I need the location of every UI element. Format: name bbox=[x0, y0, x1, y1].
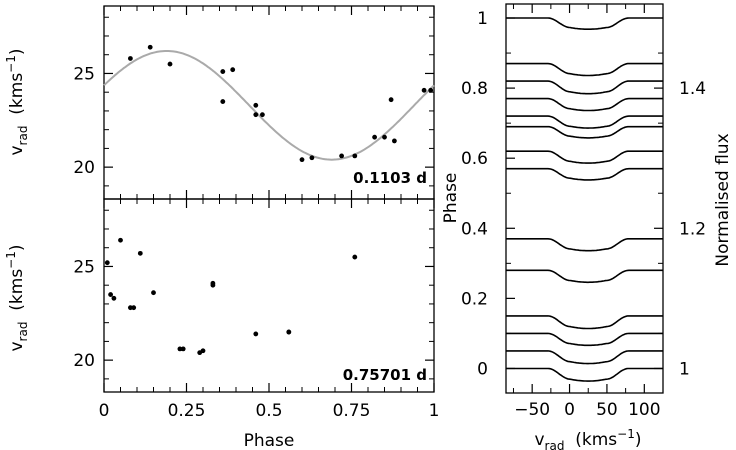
data-point bbox=[388, 97, 394, 103]
line-profile-panel: −50 0 50 100 0 0.2 0.4 0.6 0.8 1 1 1.2 1.4 Phase Nor… bbox=[441, 3, 733, 450]
data-point bbox=[220, 99, 226, 104]
data-point bbox=[104, 260, 110, 266]
period-label: 0.1103 d bbox=[353, 169, 427, 187]
data-point bbox=[339, 153, 344, 159]
x-axis-label: Phase bbox=[244, 431, 295, 450]
data-point bbox=[131, 305, 137, 311]
y-tick-label: 25 bbox=[73, 64, 95, 84]
y-tick-label: 20 bbox=[73, 351, 95, 371]
x-tick-label: 0.25 bbox=[168, 401, 206, 421]
line-profile bbox=[506, 125, 663, 139]
flux-tick-label: 1.4 bbox=[679, 79, 706, 99]
line-profile bbox=[506, 315, 663, 330]
line-profile bbox=[506, 115, 663, 129]
phase-tick-label: 0 bbox=[477, 359, 488, 379]
y-tick-label: 25 bbox=[73, 257, 95, 277]
data-point bbox=[177, 346, 183, 352]
data-point bbox=[260, 112, 265, 118]
data-point bbox=[230, 67, 236, 73]
data-point bbox=[127, 305, 133, 311]
data-point bbox=[220, 69, 226, 74]
x-tick-label: 0 bbox=[564, 400, 575, 420]
x-tick-label: 0 bbox=[99, 401, 110, 421]
data-point bbox=[299, 157, 305, 163]
data-point bbox=[352, 153, 358, 159]
data-point bbox=[372, 134, 377, 140]
line-profile bbox=[506, 17, 663, 30]
data-point bbox=[127, 56, 133, 61]
data-point bbox=[392, 138, 397, 144]
line-profile bbox=[506, 62, 663, 77]
rv-panel-long-period: 20 25 0 0.25 0.5 0.75 1 0.75701 d Phase vrad (… bbox=[4, 198, 440, 450]
line-profile bbox=[506, 167, 663, 181]
x-tick-label: 0.5 bbox=[255, 401, 282, 421]
x-tick-label: 100 bbox=[628, 400, 660, 420]
line-profile bbox=[506, 367, 663, 382]
data-point bbox=[118, 237, 123, 243]
left-axis-label: Phase bbox=[441, 173, 461, 224]
data-point bbox=[352, 254, 358, 260]
line-profile bbox=[506, 269, 663, 284]
data-point bbox=[253, 102, 259, 108]
line-profile bbox=[506, 238, 663, 252]
data-point bbox=[180, 346, 186, 352]
data-point bbox=[253, 112, 259, 118]
data-point bbox=[151, 290, 156, 296]
flux-tick-label: 1 bbox=[679, 359, 690, 379]
data-point bbox=[111, 295, 117, 301]
phase-tick-label: 0.2 bbox=[461, 289, 488, 309]
x-tick-label: 0.75 bbox=[333, 401, 371, 421]
line-profile bbox=[506, 97, 663, 112]
data-point bbox=[167, 61, 173, 67]
line-profile bbox=[506, 350, 663, 365]
right-axis-label: Normalised flux bbox=[713, 133, 733, 266]
y-axis-label: vrad (kms−1) bbox=[4, 48, 30, 155]
phase-tick-label: 0.6 bbox=[461, 149, 488, 169]
x-tick-label: 50 bbox=[596, 400, 618, 420]
data-point bbox=[108, 292, 113, 297]
data-point bbox=[200, 348, 206, 354]
data-point bbox=[147, 44, 153, 50]
x-axis-label: vrad (kms−1) bbox=[534, 427, 641, 450]
data-point bbox=[210, 280, 216, 286]
data-point bbox=[286, 329, 292, 335]
line-profile bbox=[506, 80, 663, 95]
y-axis-label: vrad (kms−1) bbox=[4, 244, 30, 351]
data-point bbox=[137, 250, 143, 256]
data-point bbox=[421, 87, 427, 93]
phase-tick-label: 0.4 bbox=[461, 219, 488, 239]
line-profile bbox=[506, 150, 663, 164]
data-point bbox=[428, 87, 434, 93]
period-label: 0.75701 d bbox=[343, 366, 427, 384]
rv-panel-short-period: 20 25 0.1103 d vrad (kms−1) bbox=[4, 5, 435, 200]
data-point bbox=[253, 331, 259, 337]
sinusoid-fit-curve bbox=[103, 50, 435, 161]
line-profile bbox=[506, 332, 663, 347]
x-tick-label: 1 bbox=[429, 401, 440, 421]
phase-tick-label: 1 bbox=[477, 9, 488, 29]
phase-tick-label: 0.8 bbox=[461, 79, 488, 99]
data-point bbox=[382, 134, 387, 140]
x-tick-label: −50 bbox=[514, 400, 550, 420]
data-point bbox=[309, 155, 315, 161]
flux-tick-label: 1.2 bbox=[679, 219, 706, 239]
y-tick-label: 20 bbox=[73, 158, 95, 178]
